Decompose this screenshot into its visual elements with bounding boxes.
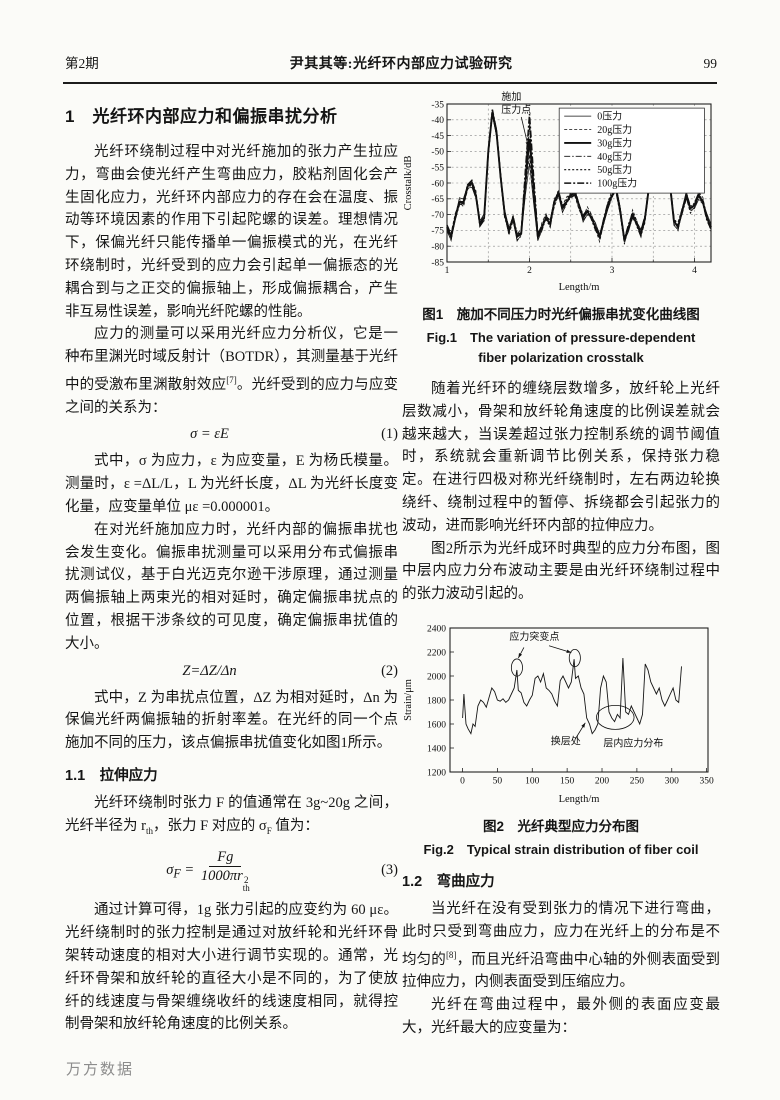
sigma-subscript: F (173, 867, 181, 882)
paragraph: 应力的测量可以采用光纤应力分析仪，它是一种布里渊光时域反射计（BOTDR），其测… (65, 326, 398, 416)
equation-3-number: (3) (381, 862, 398, 879)
svg-text:1200: 1200 (427, 768, 446, 778)
paragraph: 光纤在弯曲过程中，最外侧的表面应变最大，光纤最大的应变量为： (402, 996, 720, 1036)
denominator-sup: 2 (244, 875, 249, 886)
svg-text:-50: -50 (431, 148, 444, 158)
svg-text:Length/m: Length/m (559, 794, 600, 805)
section-1-2-heading: 1.2 弯曲应力 (402, 873, 495, 890)
equation-2-number: (2) (381, 662, 398, 679)
svg-text:250: 250 (630, 776, 645, 786)
svg-text:-75: -75 (431, 227, 444, 237)
svg-text:300: 300 (665, 776, 680, 786)
svg-text:150: 150 (560, 776, 575, 786)
sigma-symbol: σ (166, 862, 174, 879)
svg-text:-45: -45 (431, 132, 444, 142)
svg-text:1800: 1800 (427, 696, 446, 706)
svg-text:换层处: 换层处 (551, 735, 581, 748)
equation-1-number: (1) (381, 426, 398, 443)
figure2-strain-chart: 1200 1400 1600 1800 2000 2200 2400 0 50 100 150 200… (403, 624, 714, 805)
section-1-1-heading: 1.1 拉伸应力 (65, 767, 158, 784)
figure1-crosstalk-chart: -85 -80 -75 -70 -65 -60 -55 -50 -45 -40 -35 1 2 3 4 Len… (403, 90, 712, 293)
svg-text:-55: -55 (431, 164, 444, 174)
denominator-main: 1000πr (200, 868, 243, 885)
svg-text:50g压力: 50g压力 (597, 163, 632, 176)
svg-text:-65: -65 (431, 195, 444, 205)
svg-text:200: 200 (595, 776, 610, 786)
svg-text:Strain/μm: Strain/μm (403, 679, 414, 721)
denominator-sub: th (242, 883, 250, 894)
paragraph: 在对光纤施加应力时，光纤内部的偏振串扰也会发生变化。偏振串扰测量可以采用分布式偏… (65, 521, 398, 652)
svg-text:-40: -40 (431, 116, 444, 126)
journal-header: 第2期 尹其其等:光纤环内部应力试验研究 99 (65, 52, 717, 73)
wanfang-watermark: 万方数据 (66, 1062, 135, 1078)
figure1-caption-en: Fig.1 The variation of pressure-dependen… (426, 330, 696, 365)
equation-1: σ = εE (1) (65, 426, 398, 443)
svg-text:2000: 2000 (427, 672, 446, 682)
paragraph: 通过计算可得，1g 张力引起的应变约为 60 με。光纤绕制时的张力控制是通过对… (65, 902, 398, 1033)
issue-label: 第2期 (65, 56, 99, 71)
equation-2: Z=ΔZ/Δn (2) (65, 663, 398, 680)
svg-text:350: 350 (699, 776, 714, 786)
svg-text:2400: 2400 (427, 624, 446, 634)
svg-text:40g压力: 40g压力 (597, 150, 632, 163)
equation-2-body: Z=ΔZ/Δn (182, 662, 237, 679)
left-column: 1 光纤环内部应力和偏振串扰分析 光纤环绕制过程中对光纤施加的张力产生拉应力，弯… (65, 96, 398, 1036)
svg-text:2200: 2200 (427, 648, 446, 658)
svg-text:-70: -70 (431, 211, 444, 221)
svg-text:Crosstalk/dB: Crosstalk/dB (403, 156, 414, 211)
figure1-caption-zh: 图1 施加不同压力时光纤偏振串扰变化曲线图 (422, 307, 700, 322)
svg-text:2: 2 (527, 266, 532, 276)
paragraph: 光纤环绕制过程中对光纤施加的张力产生拉应力，弯曲会使光纤产生弯曲应力，胶粘剂固化… (65, 144, 398, 320)
svg-text:100: 100 (525, 776, 540, 786)
svg-text:层内应力分布: 层内应力分布 (603, 737, 663, 750)
svg-text:应力突变点: 应力突变点 (509, 630, 559, 643)
paragraph: 式中，σ 为应力，ε 为应变量，E 为杨氏模量。测量时，ε =ΔL/L，L 为光… (65, 453, 398, 515)
svg-text:0: 0 (460, 776, 465, 786)
svg-text:1: 1 (445, 266, 450, 276)
running-title: 尹其其等:光纤环内部应力试验研究 (289, 57, 513, 72)
figure2-caption-zh: 图2 光纤典型应力分布图 (482, 818, 639, 834)
figure2-caption-en: Fig.2 Typical strain distribution of fib… (423, 841, 699, 857)
svg-text:压力点: 压力点 (501, 103, 531, 116)
svg-text:100g压力: 100g压力 (597, 177, 637, 190)
svg-text:Length/m: Length/m (559, 282, 600, 293)
svg-text:-60: -60 (431, 179, 444, 189)
paragraph: 光纤环绕制时张力 F 的值通常在 3g~20g 之间，光纤半径为 rth，张力 … (65, 794, 398, 836)
paragraph: 式中，Z 为串扰点位置，ΔZ 为相对延时，Δn 为保偏光纤两偏振轴的折射率差。在… (65, 689, 398, 752)
page-number: 99 (703, 56, 718, 71)
svg-text:1600: 1600 (427, 720, 446, 730)
svg-text:-85: -85 (431, 258, 444, 268)
svg-text:1400: 1400 (427, 744, 446, 754)
section-1-heading: 1 光纤环内部应力和偏振串扰分析 (65, 107, 338, 126)
right-column: -85 -80 -75 -70 -65 -60 -55 -50 -45 -40 -35 1 2 3 4 Len… (402, 90, 720, 1040)
paragraph: 图2所示为光纤成环时典型的应力分布图，图中层内应力分布波动主要是由光纤环绕制过程… (402, 540, 720, 603)
equation-1-body: σ = εE (190, 426, 229, 443)
svg-text:-35: -35 (431, 100, 444, 110)
equals-sign: = (180, 862, 198, 879)
paragraph: 当光纤在没有受到张力的情况下进行弯曲，此时只受到弯曲应力，应力在光纤上的分布是不… (402, 900, 721, 991)
svg-text:20g压力: 20g压力 (597, 123, 632, 136)
paragraph: 随着光纤环的缠绕层数增多，放纤轮上光纤层数减小，骨架和放纤轮角速度的比例误差就会… (402, 381, 720, 534)
svg-text:-80: -80 (431, 243, 444, 253)
fraction-numerator: Fg (217, 849, 234, 866)
svg-text:30g压力: 30g压力 (597, 136, 632, 149)
svg-text:施加: 施加 (501, 90, 521, 103)
svg-text:0压力: 0压力 (597, 110, 622, 123)
svg-text:3: 3 (610, 266, 615, 276)
header-rule (63, 82, 717, 84)
svg-text:50: 50 (493, 776, 503, 786)
svg-text:4: 4 (692, 266, 697, 276)
